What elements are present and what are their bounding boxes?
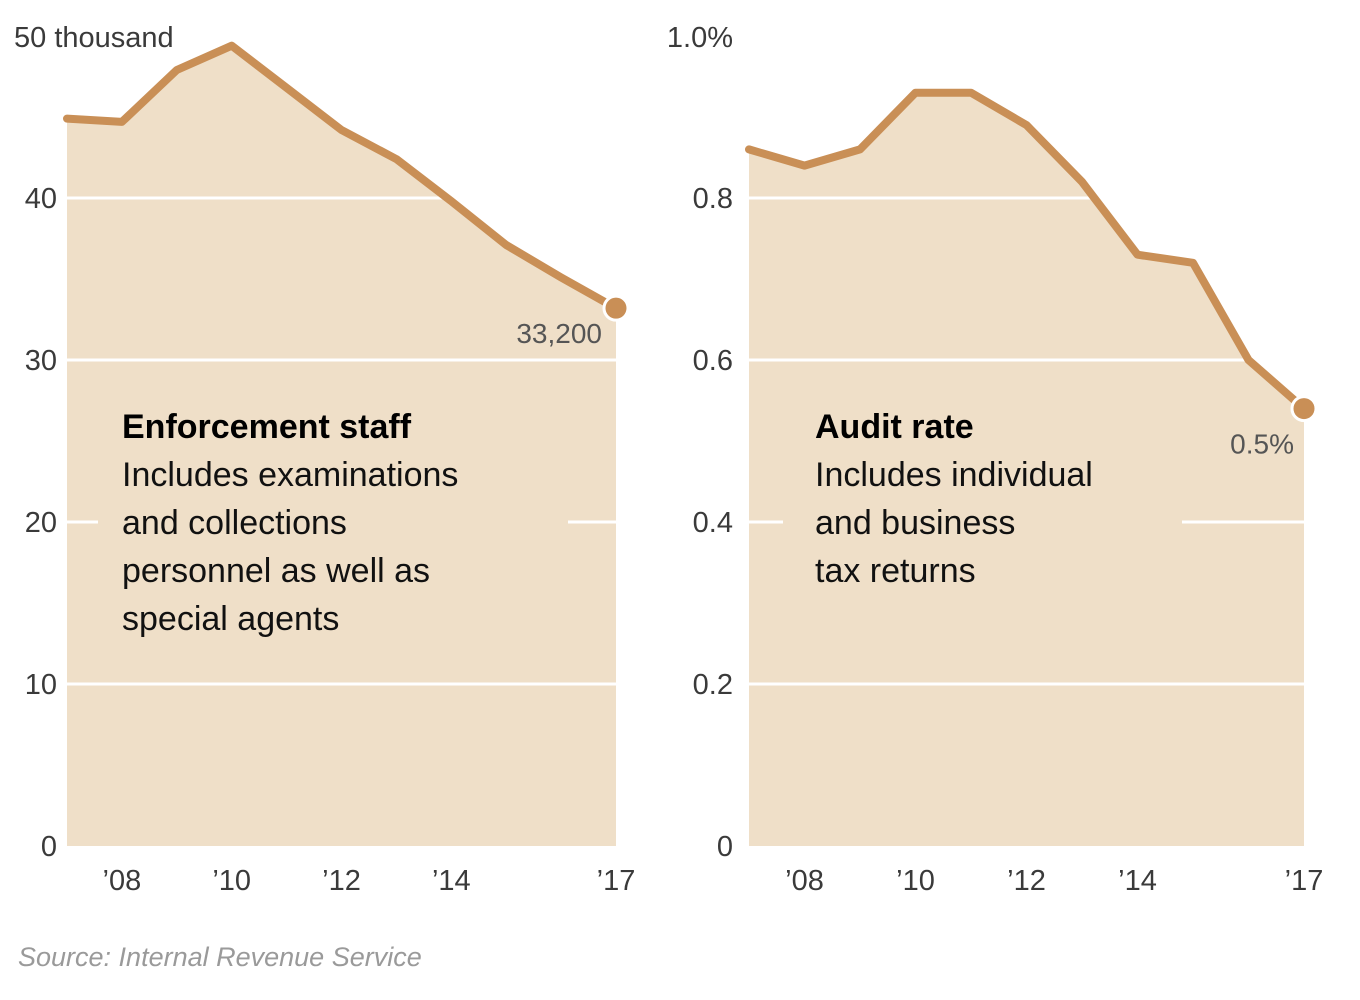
source-note: Source: Internal Revenue Service [18,942,422,972]
x-tick-label: ’14 [432,865,471,897]
annotation-line: and collections [122,504,347,542]
x-tick-label: ’12 [322,865,361,897]
x-tick-label: ’08 [785,865,824,897]
series-line [63,41,620,313]
annotation-title: Enforcement staff [122,408,412,446]
annotation-title: Audit rate [815,408,974,446]
y-tick-label: 10 [25,669,57,701]
end-value-label: 0.5% [1230,429,1294,460]
annotation-line: Includes individual [815,456,1093,494]
y-tick-label: 0.6 [693,345,733,377]
y-tick-label: 0 [717,831,733,863]
y-tick-label: 40 [25,183,57,215]
x-tick-label: ’10 [212,865,251,897]
annotation-line: Includes examinations [122,456,458,494]
area-fill [749,92,1304,846]
area-fill [67,45,616,846]
annotation-line: and business [815,504,1015,542]
annotation-line: tax returns [815,552,976,590]
end-point-marker [602,294,630,322]
y-tick-label: 0.8 [693,183,733,215]
x-tick-label: ’14 [1118,865,1157,897]
annotation-line: special agents [122,600,339,638]
x-tick-label: ’12 [1007,865,1046,897]
y-tick-label: 0.4 [693,507,733,539]
y-tick-label: 0.2 [693,669,733,701]
x-tick-label: ’08 [103,865,142,897]
x-tick-label: ’17 [597,865,636,897]
y-tick-label: 50 thousand [14,22,174,54]
y-tick-label: 1.0% [667,22,733,54]
x-tick-label: ’17 [1285,865,1324,897]
audit-rate-chart: 0 0.2 0.4 0.6 0.8 1.0% ’08 ’10 ’12 ’14 ’17 0.5% Audi… [667,22,1323,897]
annotation-line: personnel as well as [122,552,430,590]
y-tick-label: 30 [25,345,57,377]
end-point-marker [1290,395,1318,423]
y-tick-label: 0 [41,831,57,863]
series-line [745,88,1308,413]
x-tick-label: ’10 [896,865,935,897]
y-tick-label: 20 [25,507,57,539]
end-value-label: 33,200 [516,318,602,349]
enforcement-staff-chart: 0 10 20 30 40 50 thousand ’08 ’10 ’12 ’14 ’17 33,20… [14,22,635,897]
